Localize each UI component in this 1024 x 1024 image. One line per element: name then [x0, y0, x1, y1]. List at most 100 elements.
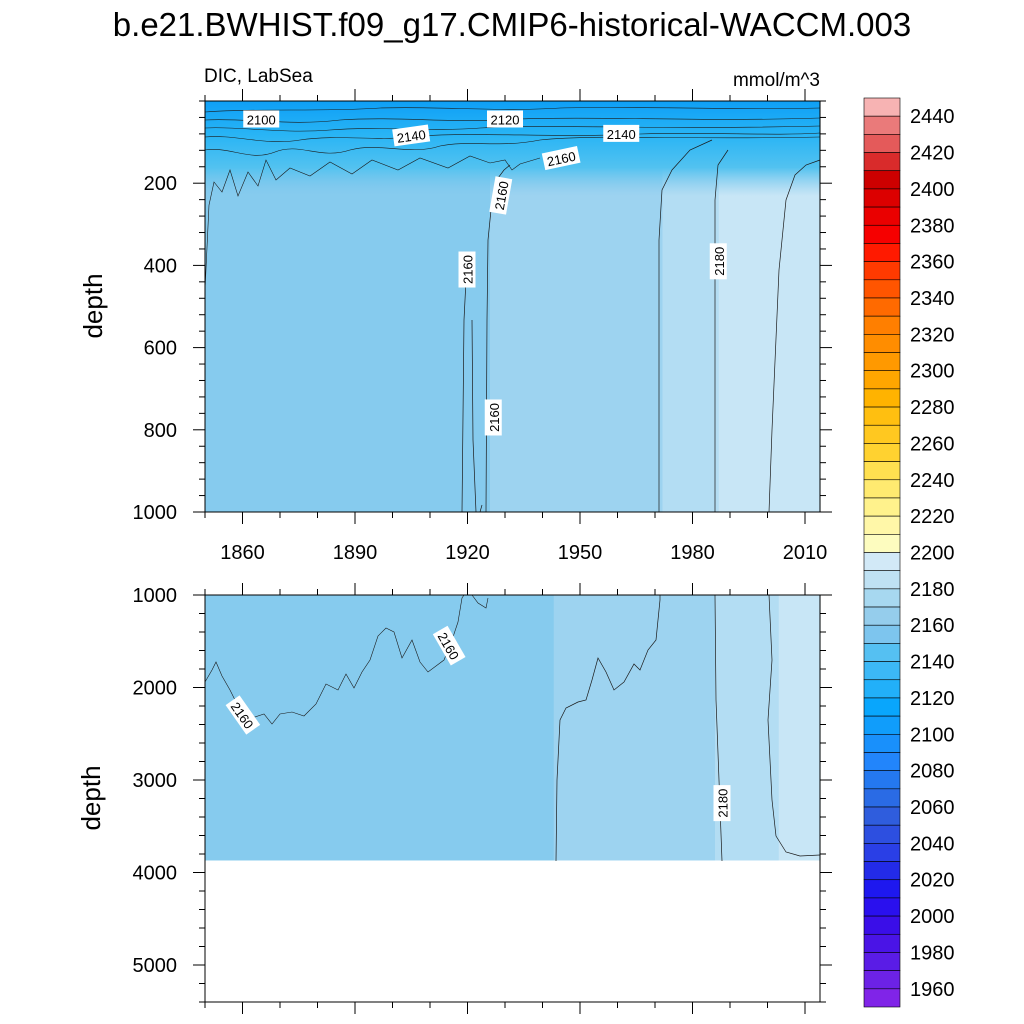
contour-label-box	[484, 399, 502, 436]
colorbar-box	[863, 443, 901, 462]
contour-2160-lower-b	[471, 594, 489, 609]
contour-label-box	[432, 625, 466, 666]
contour-label: 2100	[243, 110, 280, 128]
contour-label-text: 2140	[607, 127, 636, 142]
contour-label-text: 2140	[396, 127, 427, 146]
colorbar-box	[863, 461, 901, 481]
contour-2160-upper-narrow	[461, 279, 483, 513]
contour-label-text: 2160	[461, 255, 476, 284]
contour-label: 2180	[713, 785, 731, 822]
contour-2180-upper	[714, 149, 729, 512]
colorbar-box	[863, 370, 901, 390]
y-tick-label: 5000	[133, 955, 178, 977]
colorbar-label: 2040	[910, 833, 955, 855]
lower-y-axis-label: depth	[76, 765, 106, 830]
contour-label-box	[225, 695, 261, 735]
colorbar-box	[863, 206, 901, 226]
colorbar-labels: 2440 2420 2400 2380 2360 2340 2320 2300 2280 2260…	[910, 106, 955, 1001]
contour-label-box	[487, 110, 523, 128]
colorbar-box	[863, 770, 901, 790]
colorbar-box	[863, 752, 901, 771]
upper-contour-labels: 2100 2120 2140 2140 2160 2160 2160 2160 2180	[243, 110, 727, 436]
y-tick-label: 1000	[133, 585, 178, 607]
colorbar-box	[863, 152, 901, 172]
y-tick-label: 1000	[133, 502, 178, 524]
colorbar-label: 2380	[910, 215, 955, 237]
colorbar-box	[863, 715, 901, 735]
contour-label-text: 2160	[546, 149, 577, 170]
colorbar-boxes	[863, 97, 901, 1008]
colorbar-label: 2000	[910, 906, 955, 928]
contour-label: 2140	[603, 124, 640, 142]
colorbar-label: 2020	[910, 870, 955, 892]
upper-frame	[204, 100, 821, 513]
colorbar-box	[863, 552, 901, 571]
y-tick-label: 400	[144, 255, 177, 277]
contour-label-box	[603, 124, 640, 142]
colorbar-box	[863, 897, 901, 917]
contour-label-text: 2160	[492, 180, 512, 211]
y-tick-label: 3000	[133, 770, 178, 792]
colorbar-box	[863, 224, 901, 244]
colorbar-box	[863, 334, 901, 353]
colorbar-box	[863, 970, 901, 990]
shaded-region-2	[553, 595, 716, 861]
colorbar-label: 2200	[910, 543, 955, 565]
colorbar-box	[863, 315, 901, 335]
contour-label-box	[713, 785, 731, 822]
contour-label-text: 2120	[491, 112, 520, 127]
y-tick-label: 200	[144, 173, 177, 195]
colorbar-label: 2080	[910, 761, 955, 783]
colorbar-box	[863, 388, 901, 408]
colorbar-box	[863, 788, 901, 808]
shaded-region-4	[778, 595, 821, 861]
x-tick-label: 2010	[783, 542, 828, 564]
colorbar-box	[863, 697, 901, 717]
colorbar-box	[863, 424, 901, 444]
colorbar-box	[863, 170, 901, 190]
colorbar-label: 2340	[910, 288, 955, 310]
contour-label-box	[243, 110, 280, 128]
colorbar-box	[863, 515, 901, 535]
upper-panel: 2100 2120 2140 2140 2160 2160 2160 2160 2180 200…	[133, 89, 832, 564]
colorbar-box	[863, 570, 901, 590]
contour-label-text: 2100	[247, 112, 276, 127]
colorbar-label: 2420	[910, 143, 955, 165]
contour-2160-upper-left	[204, 155, 541, 291]
colorbar-box	[863, 624, 901, 644]
contour-label: 2160	[489, 176, 513, 215]
colorbar-box	[863, 406, 901, 426]
y-tick-label: 800	[144, 420, 177, 442]
colorbar-box	[863, 861, 901, 881]
colorbar-box	[863, 352, 901, 371]
contour-2170-lower	[555, 595, 661, 862]
y-tick-label: 2000	[133, 678, 178, 700]
surface-contour-lines	[204, 107, 821, 156]
chart-title: b.e21.BWHIST.f09_g17.CMIP6-historical-WA…	[113, 6, 911, 43]
colorbar-label: 2260	[910, 433, 955, 455]
colorbar-box	[863, 588, 901, 608]
colorbar-box	[863, 915, 901, 935]
contour-label-box	[709, 243, 727, 280]
colorbar-box	[863, 97, 901, 117]
colorbar-box	[863, 297, 901, 317]
colorbar-label: 2360	[910, 252, 955, 274]
colorbar-box	[863, 115, 901, 135]
x-tick-label: 1950	[558, 542, 603, 564]
contour-label-text: 2180	[716, 789, 731, 818]
colorbar-label: 2320	[910, 324, 955, 346]
colorbar-box	[863, 643, 901, 662]
colorbar-box	[863, 952, 901, 971]
upper-ticks: 200 400 600 800 1000 1860 1890 1920 1950 1980 2010	[133, 89, 832, 564]
colorbar-box	[863, 843, 901, 862]
colorbar-box	[863, 933, 901, 953]
colorbar-box	[863, 497, 901, 517]
colorbar-box	[863, 534, 901, 553]
colorbar-box	[863, 188, 901, 208]
contour-2190-lower	[767, 594, 821, 857]
x-tick-label: 1920	[445, 542, 490, 564]
colorbar: 2440 2420 2400 2380 2360 2340 2320 2300 2280 2260…	[863, 97, 955, 1008]
contour-label: 2120	[487, 110, 523, 128]
